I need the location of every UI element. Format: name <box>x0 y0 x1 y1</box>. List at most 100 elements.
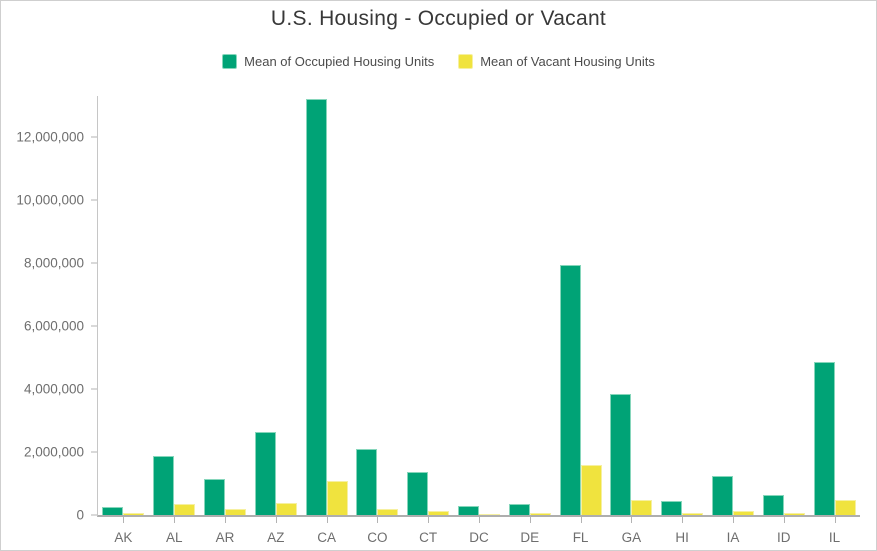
bar-vacant-dc[interactable] <box>478 514 500 515</box>
x-axis-tick-mark <box>783 517 785 523</box>
category-slot-ga: GA <box>606 96 657 545</box>
x-axis-tick-mark <box>580 517 582 523</box>
legend-item-occupied-label: Mean of Occupied Housing Units <box>244 54 435 69</box>
bar-occupied-ga[interactable] <box>610 394 632 515</box>
x-axis-label-al: AL <box>165 530 183 545</box>
y-axis-tick-label: 2,000,000 <box>23 444 84 460</box>
bar-vacant-il[interactable] <box>834 500 856 515</box>
category-slot-co: CO <box>352 96 403 545</box>
bar-occupied-dc[interactable] <box>457 506 479 515</box>
x-axis-label-ia: IA <box>726 530 740 545</box>
y-axis-tick-mark <box>91 388 97 390</box>
legend-item-vacant-label: Mean of Vacant Housing Units <box>480 54 655 69</box>
x-axis-label-ak: AK <box>114 530 133 545</box>
bar-vacant-ga[interactable] <box>631 500 653 515</box>
x-axis-label-co: CO <box>367 530 388 545</box>
category-slot-ak: AK <box>98 96 149 545</box>
legend-item-occupied[interactable]: Mean of Occupied Housing Units <box>222 54 434 69</box>
bar-occupied-az[interactable] <box>254 432 276 515</box>
y-axis-tick-mark <box>91 451 97 453</box>
bar-occupied-hi[interactable] <box>661 501 683 515</box>
x-axis-tick-mark <box>682 517 684 523</box>
bar-occupied-de[interactable] <box>508 504 530 515</box>
occupied-series-swatch <box>222 54 238 69</box>
y-axis-tick-mark <box>91 199 97 201</box>
category-slot-fl: FL <box>555 96 606 545</box>
x-axis-tick-mark <box>834 517 836 523</box>
bar-vacant-id[interactable] <box>783 513 805 515</box>
bar-occupied-il[interactable] <box>813 362 835 515</box>
y-axis-tick-label: 4,000,000 <box>23 381 84 397</box>
y-axis-tick-mark <box>91 136 97 138</box>
category-slot-hi: HI <box>657 96 708 545</box>
x-axis-label-ga: GA <box>621 530 642 545</box>
x-axis-label-fl: FL <box>572 530 589 545</box>
bar-vacant-ak[interactable] <box>123 513 145 515</box>
x-axis-tick-mark <box>275 517 277 523</box>
bar-vacant-ia[interactable] <box>732 511 754 515</box>
legend-item-vacant[interactable]: Mean of Vacant Housing Units <box>458 54 655 69</box>
plot-area: AK AL AR AZ CA CO CT DC DE FL GA HI IA ID IL 0 2,000,00… <box>16 96 860 545</box>
y-axis-tick-label: 0 <box>76 507 84 523</box>
x-axis-tick-mark <box>732 517 734 523</box>
category-slot-id: ID <box>758 96 809 545</box>
bars-container: AK AL AR AZ CA CO CT DC DE FL GA HI IA ID IL <box>98 96 860 545</box>
y-axis-tick-label: 12,000,000 <box>16 129 84 145</box>
x-axis-label-de: DE <box>520 530 540 545</box>
bar-vacant-fl[interactable] <box>580 465 602 515</box>
bar-vacant-hi[interactable] <box>682 513 704 515</box>
x-axis-label-ct: CT <box>419 530 438 545</box>
x-axis-tick-mark <box>123 517 125 523</box>
y-axis-tick-mark <box>91 514 97 516</box>
bar-occupied-ak[interactable] <box>102 507 124 515</box>
bar-occupied-ar[interactable] <box>203 479 225 515</box>
bar-vacant-al[interactable] <box>174 504 196 515</box>
x-axis-tick-mark <box>326 517 328 523</box>
bar-vacant-co[interactable] <box>377 509 399 515</box>
y-axis-tick-label: 8,000,000 <box>23 255 84 271</box>
bar-occupied-ca[interactable] <box>305 99 327 515</box>
x-axis-label-id: ID <box>777 530 791 545</box>
x-axis-label-az: AZ <box>267 530 285 545</box>
x-axis-tick-mark <box>224 517 226 523</box>
category-slot-de: DE <box>504 96 555 545</box>
x-axis-tick-mark <box>174 517 176 523</box>
bar-occupied-id[interactable] <box>762 495 784 515</box>
x-axis-label-ca: CA <box>317 530 336 545</box>
bar-occupied-fl[interactable] <box>559 265 581 515</box>
legend: Mean of Occupied Housing Units Mean of V… <box>1 54 876 69</box>
x-axis-label-ar: AR <box>215 530 235 545</box>
vacant-series-swatch <box>458 54 474 69</box>
x-axis-tick-mark <box>377 517 379 523</box>
chart-title: U.S. Housing - Occupied or Vacant <box>270 7 607 30</box>
y-axis-tick-mark <box>91 325 97 327</box>
category-slot-al: AL <box>149 96 200 545</box>
bar-occupied-ct[interactable] <box>407 472 429 515</box>
x-axis-tick-mark <box>428 517 430 523</box>
category-slot-il: IL <box>809 96 860 545</box>
x-axis-label-il: IL <box>828 530 841 545</box>
x-axis-label-hi: HI <box>675 530 689 545</box>
category-slot-dc: DC <box>454 96 505 545</box>
bar-vacant-ar[interactable] <box>224 509 246 515</box>
y-axis-tick-mark <box>91 262 97 264</box>
category-slot-ca: CA <box>301 96 352 545</box>
y-axis-tick-label: 6,000,000 <box>23 318 84 334</box>
x-axis-label-dc: DC <box>469 530 489 545</box>
category-slot-ct: CT <box>403 96 454 545</box>
bar-vacant-ct[interactable] <box>428 511 450 515</box>
bar-vacant-az[interactable] <box>275 503 297 515</box>
bar-occupied-al[interactable] <box>153 456 175 515</box>
y-axis-tick-label: 10,000,000 <box>16 192 84 208</box>
x-axis-tick-mark <box>478 517 480 523</box>
bar-vacant-de[interactable] <box>529 513 551 515</box>
bar-occupied-ia[interactable] <box>711 476 733 515</box>
x-axis-tick-mark <box>631 517 633 523</box>
category-slot-ia: IA <box>708 96 759 545</box>
bar-vacant-ca[interactable] <box>326 481 348 515</box>
x-axis-tick-mark <box>529 517 531 523</box>
bar-occupied-co[interactable] <box>356 449 378 515</box>
category-slot-az: AZ <box>250 96 301 545</box>
category-slot-ar: AR <box>200 96 251 545</box>
